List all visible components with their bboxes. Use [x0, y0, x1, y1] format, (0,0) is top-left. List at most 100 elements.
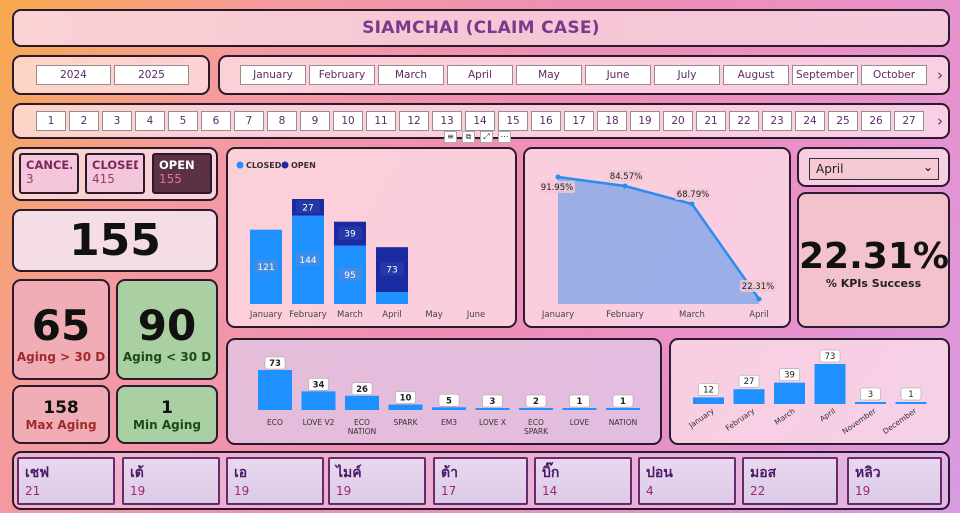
data-label-closed: 121: [257, 263, 274, 273]
copy-icon[interactable]: ⧉: [462, 131, 475, 143]
salesperson-count: 21: [25, 484, 41, 498]
day-chip[interactable]: 4: [135, 111, 165, 131]
day-chip[interactable]: 26: [861, 111, 891, 131]
month-claims-chart-svg: 12 January 27 February 39 March 73 April 3 Novemb…: [686, 349, 927, 436]
x-tick-label: December: [881, 406, 919, 436]
month-chip[interactable]: September: [792, 65, 858, 85]
day-chip[interactable]: 23: [762, 111, 792, 131]
salesperson-card[interactable]: เอ 19: [226, 457, 324, 505]
month-chip[interactable]: January: [240, 65, 306, 85]
salesperson-count: 19: [130, 484, 146, 498]
month-chip[interactable]: May: [516, 65, 582, 85]
day-chip[interactable]: 25: [828, 111, 858, 131]
day-chip[interactable]: 16: [531, 111, 561, 131]
data-label-open: 27: [302, 203, 313, 213]
day-chip[interactable]: 17: [564, 111, 594, 131]
day-chip[interactable]: 19: [630, 111, 660, 131]
salesperson-card[interactable]: หลิว 19: [847, 457, 942, 505]
x-tick-label: LOVE: [570, 418, 590, 427]
min-aging-card: 1 Min Aging: [116, 385, 218, 444]
aging-over-30-value: 65: [31, 301, 91, 350]
salesperson-name: มอส: [750, 465, 777, 481]
salesperson-card[interactable]: ไมค์ 19: [328, 457, 426, 505]
data-label-bg: [338, 226, 362, 240]
kpi-trend-chart: 91.95% January 84.57% February 68.79% March 22…: [523, 147, 791, 328]
status-card-open[interactable]: OPEN 155: [152, 153, 212, 194]
month-chip[interactable]: August: [723, 65, 789, 85]
day-chip[interactable]: 13: [432, 111, 462, 131]
data-label-bg: [264, 356, 286, 370]
month-chip[interactable]: April: [447, 65, 513, 85]
data-label: 73: [825, 352, 836, 362]
x-tick-label: EM3: [441, 418, 457, 427]
day-chip[interactable]: 18: [597, 111, 627, 131]
x-tick-label: February: [289, 310, 327, 320]
max-aging-value: 158: [43, 398, 79, 418]
salesperson-count: 14: [542, 484, 558, 498]
salesperson-name: บิ๊ก: [542, 465, 560, 481]
day-chip[interactable]: 10: [333, 111, 363, 131]
day-chip[interactable]: 15: [498, 111, 528, 131]
day-chip[interactable]: 12: [399, 111, 429, 131]
status-label: OPEN: [159, 158, 195, 172]
day-chip[interactable]: 22: [729, 111, 759, 131]
day-chip[interactable]: 27: [894, 111, 924, 131]
more-options-icon[interactable]: ⋯: [498, 131, 511, 143]
x-tick-label: ECO: [354, 418, 370, 427]
salesperson-card[interactable]: ต้า 17: [433, 457, 528, 505]
day-chip[interactable]: 21: [696, 111, 726, 131]
salesperson-card[interactable]: บิ๊ก 14: [534, 457, 632, 505]
bar-month: [855, 402, 886, 404]
salesperson-card[interactable]: เชฟ 21: [17, 457, 115, 505]
x-tick-label: February: [724, 406, 757, 433]
day-chip[interactable]: 5: [168, 111, 198, 131]
data-label: 2: [533, 397, 539, 407]
chevron-right-icon[interactable]: ›: [937, 112, 943, 130]
x-tick-label: April: [382, 310, 401, 320]
month-chip[interactable]: October: [861, 65, 927, 85]
month-slicer: January February March April May June July Augu…: [218, 55, 950, 95]
year-chip[interactable]: 2024: [36, 65, 111, 85]
data-label-bg: [296, 252, 320, 266]
month-chip[interactable]: June: [585, 65, 651, 85]
month-chip[interactable]: February: [309, 65, 375, 85]
month-select[interactable]: April ⌄: [809, 158, 939, 180]
month-select-value: April: [816, 162, 844, 176]
day-chip[interactable]: 20: [663, 111, 693, 131]
data-label-closed: 144: [299, 256, 316, 266]
day-chip[interactable]: 24: [795, 111, 825, 131]
day-chip[interactable]: 1: [36, 111, 66, 131]
focus-mode-icon[interactable]: ⤢: [480, 131, 493, 143]
data-label-bg: [296, 200, 320, 214]
salesperson-card[interactable]: เต้ 19: [122, 457, 220, 505]
day-chip[interactable]: 8: [267, 111, 297, 131]
day-chip[interactable]: 3: [102, 111, 132, 131]
data-label-bg: [380, 262, 404, 276]
kpi-success-label: % KPIs Success: [825, 277, 922, 290]
month-chip[interactable]: July: [654, 65, 720, 85]
day-chip[interactable]: 6: [201, 111, 231, 131]
data-label-bg: [738, 374, 760, 388]
status-card-cancelled[interactable]: CANCE... 3: [19, 153, 79, 194]
salesperson-count: 4: [646, 484, 654, 498]
data-label-bg: [525, 394, 547, 408]
salesperson-name: ต้า: [441, 465, 458, 481]
status-card-closed[interactable]: CLOSED 415: [85, 153, 145, 194]
salesperson-name: หลิว: [855, 465, 881, 481]
day-chip[interactable]: 7: [234, 111, 264, 131]
day-chip[interactable]: 2: [69, 111, 99, 131]
salesperson-card[interactable]: ปอน 4: [638, 457, 736, 505]
year-chip[interactable]: 2025: [114, 65, 189, 85]
salesperson-card[interactable]: มอส 22: [742, 457, 838, 505]
day-chip[interactable]: 11: [366, 111, 396, 131]
data-label-bg: [254, 259, 278, 273]
month-chip[interactable]: March: [378, 65, 444, 85]
x-tick-label: SPARK: [393, 418, 418, 427]
day-chip[interactable]: 9: [300, 111, 330, 131]
bar-product: [562, 408, 597, 410]
filter-icon[interactable]: ≡: [444, 131, 457, 143]
data-label-bg: [860, 387, 881, 401]
bar-month: [814, 364, 846, 404]
day-chip[interactable]: 14: [465, 111, 495, 131]
chevron-right-icon[interactable]: ›: [937, 66, 943, 84]
